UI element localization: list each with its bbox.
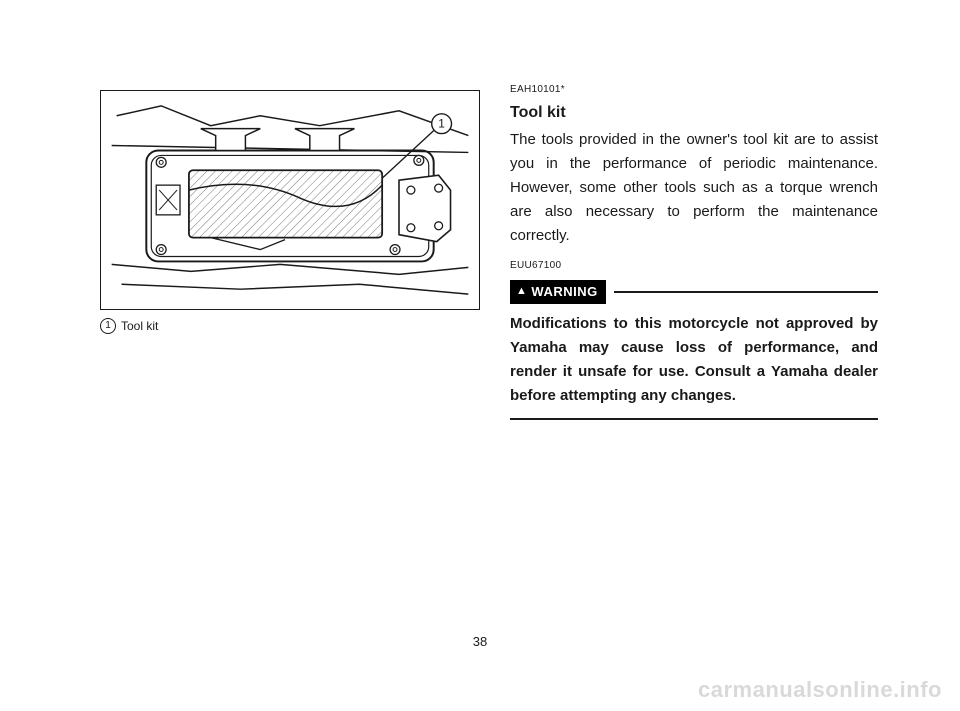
warning-label: WARNING [531,282,597,303]
figure-caption: 1 Tool kit [100,318,480,334]
warning-row: ▲ WARNING [510,280,878,305]
warning-triangle-icon: ▲ [516,286,527,297]
manual-page: 1 1 Tool kit EAH10101* Tool kit The tool… [0,0,960,711]
callout-number-svg: 1 [438,117,445,131]
right-column: EAH10101* Tool kit The tools provided in… [510,82,878,420]
left-column: 1 1 Tool kit [100,90,480,334]
caption-label: Tool kit [121,319,158,333]
warning-badge: ▲ WARNING [510,280,606,305]
toolkit-svg: 1 [101,91,479,309]
end-rule [510,418,878,420]
warning-paragraph: Modifications to this motorcycle not app… [510,312,878,408]
ref-code-2: EUU67100 [510,258,878,274]
watermark: carmanualsonline.info [698,677,942,703]
caption-callout-number: 1 [100,318,116,334]
section-heading: Tool kit [510,100,878,126]
toolkit-illustration: 1 [100,90,480,310]
ref-code-1: EAH10101* [510,82,878,98]
page-number: 38 [0,634,960,649]
warning-rule [614,291,878,293]
body-paragraph-1: The tools provided in the owner's tool k… [510,128,878,248]
